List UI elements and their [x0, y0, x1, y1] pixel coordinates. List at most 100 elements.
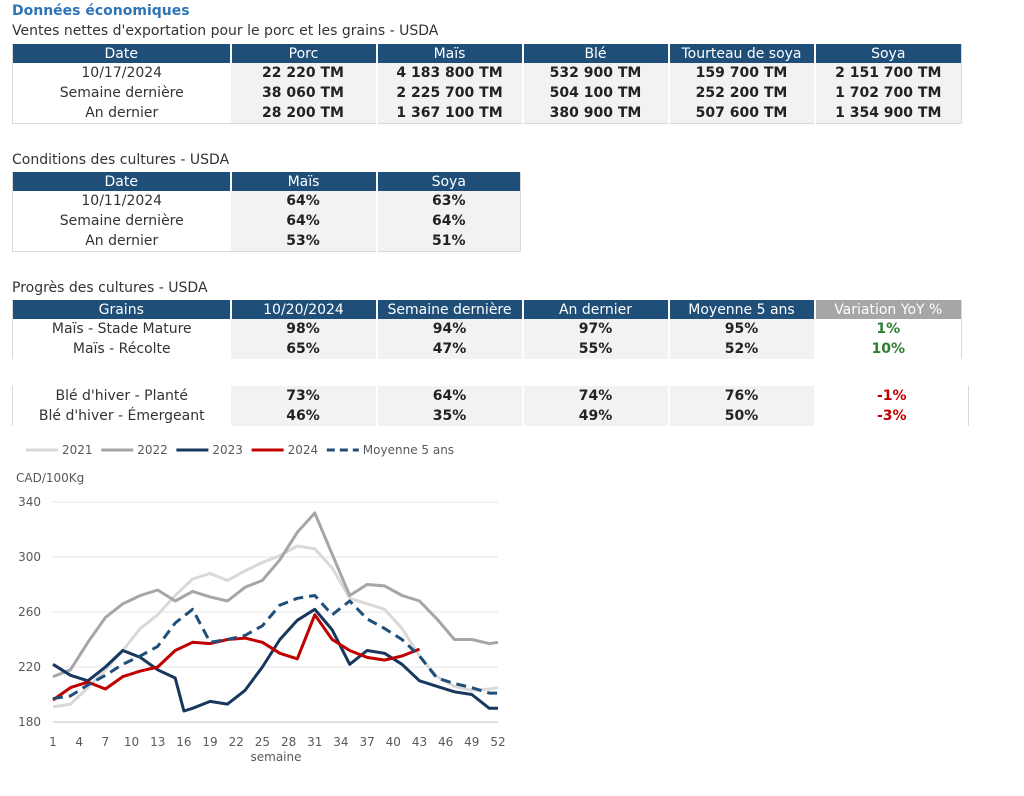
column-header: Tourteau de soya — [668, 44, 816, 63]
cell: 94% — [376, 319, 524, 339]
table-row: 10/11/2024 64% 63% — [13, 191, 521, 211]
x-tick-label: 28 — [281, 735, 296, 749]
x-axis-ticks: 1 4 7 10 13 16 19 22 25 28 31 34 37 40 43 46 49 52 — [49, 735, 505, 749]
cell: 507 600 TM — [668, 103, 816, 124]
cell: 252 200 TM — [668, 83, 816, 103]
series-line — [52, 607, 498, 713]
progress-table-wheat: Blé d'hiver - Planté 73% 64% 74% 76% -1%… — [12, 386, 969, 426]
series-line — [52, 511, 499, 678]
column-header: Variation YoY % — [814, 300, 962, 319]
table-row: An dernier 53% 51% — [13, 231, 521, 252]
cell: 4 183 800 TM — [376, 63, 524, 83]
row-label: Maïs - Stade Mature — [51, 321, 192, 337]
series-line — [52, 613, 421, 702]
x-tick-label: 4 — [75, 735, 83, 749]
y-axis-label: CAD/100Kg — [16, 471, 84, 485]
y-tick-label: 340 — [18, 495, 41, 509]
legend-label: 2022 — [137, 443, 168, 457]
x-tick-label: 31 — [307, 735, 322, 749]
column-header: 10/20/2024 — [230, 300, 378, 319]
row-label: Blé d'hiver - Planté — [55, 388, 189, 404]
x-tick-label: 49 — [464, 735, 479, 749]
cell: 53% — [230, 231, 378, 252]
row-label: 10/17/2024 — [81, 65, 163, 81]
column-header: Maïs — [230, 172, 378, 191]
x-tick-label: 25 — [255, 735, 270, 749]
cell: 76% — [668, 386, 816, 406]
column-header: An dernier — [522, 300, 670, 319]
cell: 98% — [230, 319, 378, 339]
y-axis-ticks: 180 220 260 300 340 — [18, 495, 41, 729]
cell: 52% — [668, 339, 816, 359]
column-header: Maïs — [376, 44, 524, 63]
y-tick-label: 180 — [18, 715, 41, 729]
x-tick-label: 52 — [490, 735, 505, 749]
x-tick-label: 37 — [359, 735, 374, 749]
legend-label: 2024 — [288, 443, 319, 457]
table-header-row: Grains 10/20/2024 Semaine dernière An de… — [12, 300, 962, 319]
x-axis-label: semaine — [251, 750, 302, 764]
cell: 64% — [230, 211, 378, 231]
series-line — [52, 594, 498, 701]
cell: 28 200 TM — [230, 103, 378, 124]
cell: 64% — [376, 386, 524, 406]
row-label: An dernier — [85, 105, 159, 121]
cell: 73% — [230, 386, 378, 406]
yoy-cell: 10% — [871, 341, 905, 357]
exports-title: Ventes nettes d'exportation pour le porc… — [12, 23, 439, 39]
column-header: Porc — [230, 44, 378, 63]
cell: 35% — [376, 406, 524, 426]
column-header: Blé — [522, 44, 670, 63]
cell: 532 900 TM — [522, 63, 670, 83]
x-tick-label: 22 — [229, 735, 244, 749]
cell: 50% — [668, 406, 816, 426]
x-tick-label: 40 — [386, 735, 401, 749]
x-tick-label: 10 — [124, 735, 139, 749]
cell: 47% — [376, 339, 524, 359]
cell: 97% — [522, 319, 670, 339]
cell: 55% — [522, 339, 670, 359]
progress-table: Grains 10/20/2024 Semaine dernière An de… — [12, 300, 962, 359]
legend-label: 2023 — [212, 443, 243, 457]
x-tick-label: 46 — [438, 735, 453, 749]
row-label: Blé d'hiver - Émergeant — [38, 408, 205, 424]
cell: 74% — [522, 386, 670, 406]
exports-table: Date Porc Maïs Blé Tourteau de soya Soya… — [12, 44, 962, 124]
cell: 65% — [230, 339, 378, 359]
cell: 63% — [376, 191, 521, 211]
cell: 159 700 TM — [668, 63, 816, 83]
cell: 22 220 TM — [230, 63, 378, 83]
y-tick-label: 300 — [18, 550, 41, 564]
row-label: Semaine dernière — [59, 85, 184, 101]
x-tick-label: 16 — [176, 735, 191, 749]
cell: 51% — [376, 231, 521, 252]
x-tick-label: 34 — [333, 735, 348, 749]
cell: 380 900 TM — [522, 103, 670, 124]
row-label: An dernier — [85, 233, 159, 249]
yoy-cell: -3% — [876, 408, 907, 424]
table-row: Blé d'hiver - Planté 73% 64% 74% 76% -1% — [13, 386, 969, 406]
cell: 49% — [522, 406, 670, 426]
x-tick-label: 13 — [150, 735, 165, 749]
conditions-title: Conditions des cultures - USDA — [12, 152, 230, 168]
table-row: Semaine dernière 64% 64% — [13, 211, 521, 231]
chart-series — [52, 511, 499, 713]
price-chart: 2021 2022 2023 2024 Moyenne 5 ans CAD/100Kg … — [16, 443, 506, 764]
yoy-cell: 1% — [876, 321, 901, 337]
column-header: Date — [12, 44, 232, 63]
table-row: Maïs - Stade Mature 98% 94% 97% 95% 1% — [13, 319, 962, 339]
table-row: 10/17/2024 22 220 TM 4 183 800 TM 532 90… — [13, 63, 962, 83]
column-header: Semaine dernière — [376, 300, 524, 319]
cell: 64% — [376, 211, 521, 231]
yoy-cell: -1% — [876, 388, 907, 404]
chart-legend: 2021 2022 2023 2024 Moyenne 5 ans — [26, 443, 454, 457]
y-tick-label: 260 — [18, 605, 41, 619]
column-header: Moyenne 5 ans — [668, 300, 816, 319]
x-tick-label: 1 — [49, 735, 57, 749]
cell: 1 354 900 TM — [814, 103, 962, 124]
cell: 46% — [230, 406, 378, 426]
y-tick-label: 220 — [18, 660, 41, 674]
progress-title: Progrès des cultures - USDA — [12, 280, 208, 296]
cell: 64% — [230, 191, 378, 211]
row-label: Maïs - Récolte — [72, 341, 171, 357]
